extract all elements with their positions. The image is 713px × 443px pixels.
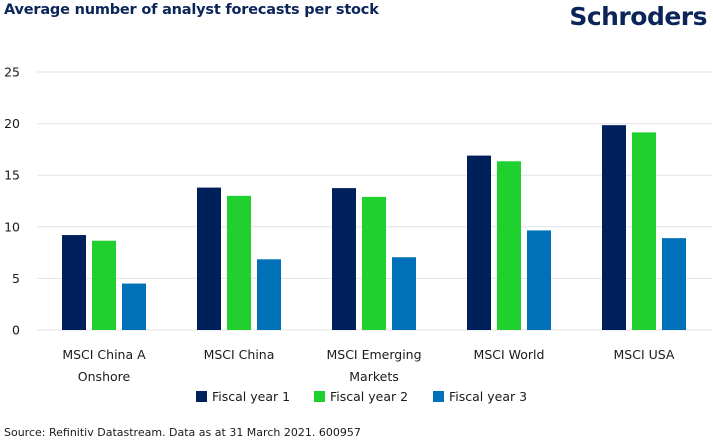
- bar-fiscal-year-3: [392, 257, 416, 330]
- bar-fiscal-year-2: [227, 195, 251, 330]
- bar-fiscal-year-3: [257, 259, 281, 330]
- bar-fiscal-year-2: [632, 132, 656, 330]
- y-tick-label: 20: [4, 116, 20, 131]
- y-tick-label: 10: [4, 219, 20, 234]
- y-tick-label: 15: [4, 168, 20, 183]
- legend-item-fiscal-year-3: Fiscal year 3: [433, 389, 527, 404]
- x-category-label: Markets: [349, 369, 398, 384]
- x-category-label: MSCI World: [474, 347, 545, 362]
- y-tick-label: 5: [12, 271, 20, 286]
- legend-item-fiscal-year-1: Fiscal year 1: [196, 389, 290, 404]
- bar-fiscal-year-1: [197, 187, 221, 330]
- legend-label: Fiscal year 2: [330, 389, 409, 404]
- legend: Fiscal year 1 Fiscal year 2 Fiscal year …: [0, 389, 713, 405]
- legend-swatch-fiscal-year-3: [433, 391, 444, 402]
- y-tick-label: 25: [4, 65, 20, 80]
- x-category-label: MSCI USA: [614, 347, 675, 362]
- legend-swatch-fiscal-year-1: [196, 391, 207, 402]
- bar-fiscal-year-2: [362, 196, 386, 330]
- y-tick-label: 0: [12, 323, 20, 338]
- x-category-label: MSCI China: [204, 347, 275, 362]
- schroders-logo: Schroders: [569, 2, 707, 31]
- legend-swatch-fiscal-year-2: [314, 391, 325, 402]
- chart-title: Average number of analyst forecasts per …: [4, 2, 379, 18]
- legend-label: Fiscal year 3: [449, 389, 528, 404]
- bar-fiscal-year-3: [122, 283, 146, 330]
- legend-item-fiscal-year-2: Fiscal year 2: [314, 389, 408, 404]
- source-note: Source: Refinitiv Datastream. Data as at…: [4, 426, 361, 439]
- bar-fiscal-year-3: [662, 238, 686, 330]
- bar-fiscal-year-1: [467, 155, 491, 330]
- legend-label: Fiscal year 1: [212, 389, 291, 404]
- bar-fiscal-year-1: [332, 188, 356, 330]
- bar-fiscal-year-2: [497, 161, 521, 330]
- x-category-label: MSCI China A: [62, 347, 146, 362]
- x-category-label: Onshore: [78, 369, 131, 384]
- bar-fiscal-year-1: [62, 235, 86, 330]
- x-category-label: MSCI Emerging: [326, 347, 421, 362]
- bar-fiscal-year-1: [602, 125, 626, 330]
- bar-fiscal-year-3: [527, 230, 551, 330]
- bar-fiscal-year-2: [92, 240, 116, 330]
